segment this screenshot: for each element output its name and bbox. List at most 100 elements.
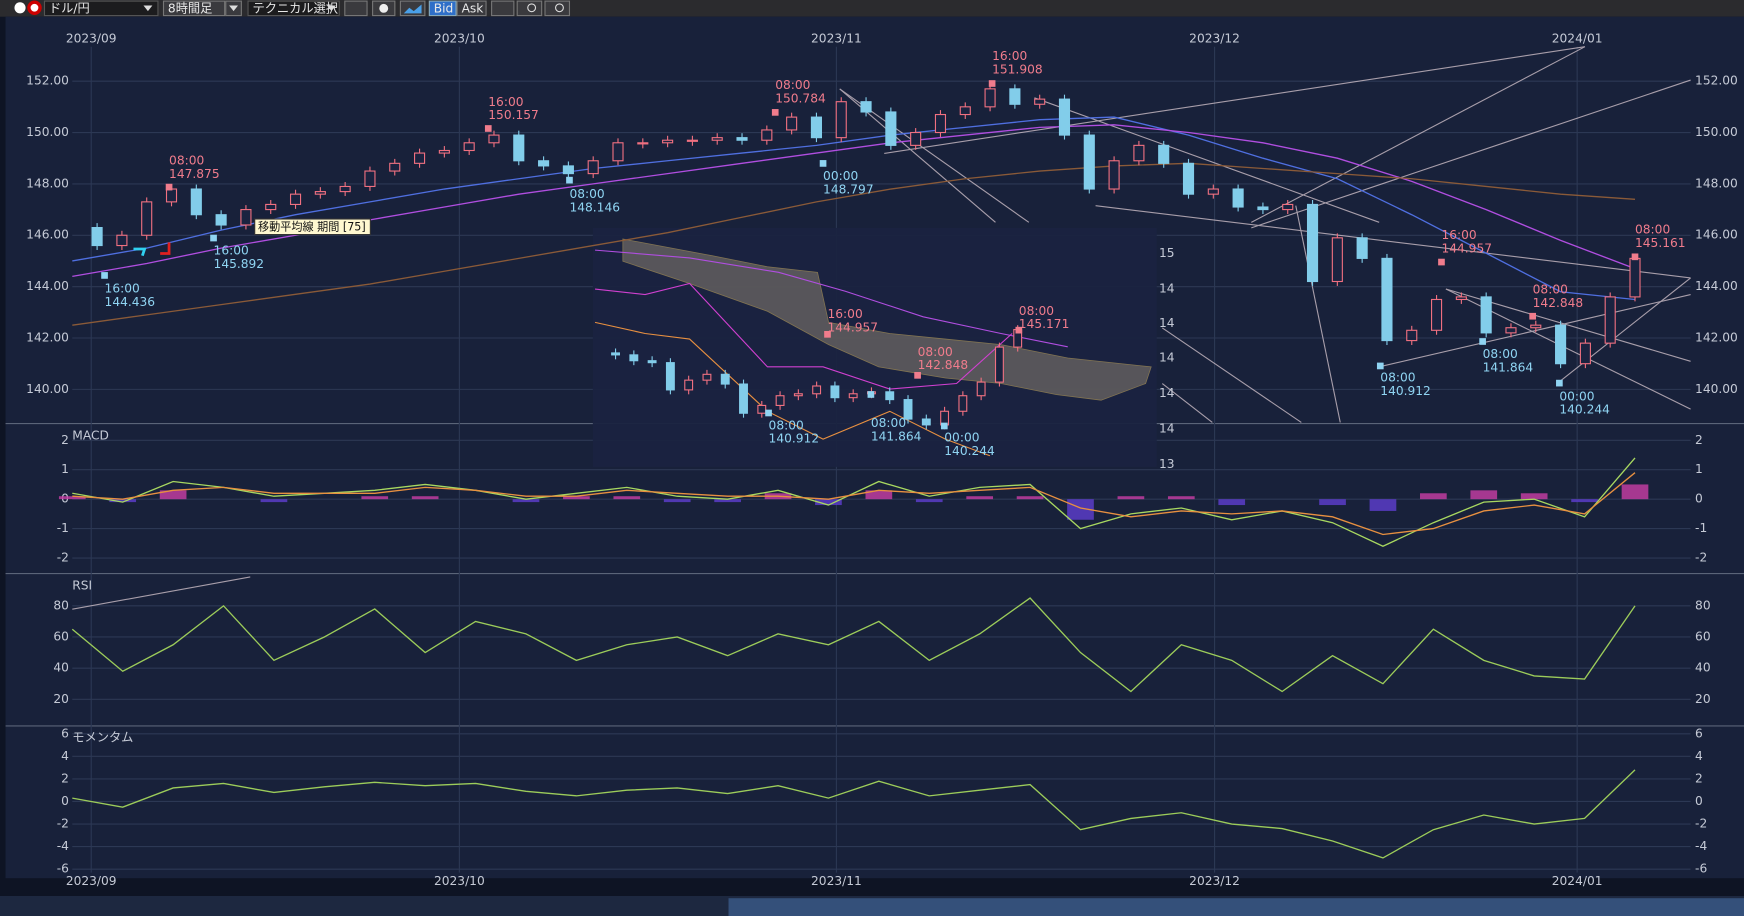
annotation-time: 08:00 [918,345,953,359]
candle [860,101,872,113]
annotation-time: 16:00 [214,244,249,258]
candle [1604,296,1616,344]
zoom-in[interactable] [544,0,571,17]
y-tick-label-right: 2 [1695,433,1703,447]
candle [265,203,277,211]
candle [215,214,227,226]
annotation-price: 150.784 [775,91,826,105]
annotation-price: 144.957 [828,320,879,334]
indicator-tool[interactable] [491,0,515,17]
ask-text[interactable]: Ask [462,1,485,15]
pair-text[interactable]: ドル/円 [49,1,90,15]
bid-text[interactable]: Bid [434,1,454,15]
annotation-price: 142.848 [1533,296,1584,310]
candle [637,142,649,145]
y-tick-label-left: 144.00 [26,279,69,293]
candle [1629,257,1641,298]
y-tick-label-left: 152.00 [26,74,69,88]
trend-line [1161,383,1213,423]
annotation-price: 151.908 [992,63,1043,77]
candle [711,137,723,141]
dropdown-arrow[interactable] [327,5,336,12]
pair-select[interactable] [43,0,159,17]
inset-axis-label: 13 [1159,457,1175,471]
y-tick-label-right: -6 [1695,862,1707,876]
annotation-price: 148.797 [823,183,874,197]
timeframe-text[interactable]: 8時間足 [168,1,212,15]
inset-line [594,282,1013,390]
annotation-price: 144.436 [105,295,156,309]
dropdown-arrow[interactable] [143,5,153,12]
signal-arrow [160,242,171,255]
candle [984,88,996,108]
candle [848,393,858,399]
series-layer [58,84,1649,859]
time-label-bottom: 2023/10 [434,874,485,888]
histogram-bar [663,499,691,503]
trend-line [1556,277,1691,384]
technical-select[interactable] [247,0,340,17]
ask-button[interactable] [456,0,487,17]
y-tick-label-left: 2 [61,771,69,785]
y-tick-label-right: -1 [1695,521,1707,535]
candle [91,226,103,247]
flag-icon [14,2,26,14]
candle [775,395,785,406]
y-tick-label-right: 80 [1695,598,1711,612]
y-tick-label-left: 40 [53,661,69,675]
candle [438,149,450,154]
candle [1009,88,1021,105]
candle [903,399,913,420]
timeframe-button[interactable] [162,0,226,17]
candle [414,152,426,164]
annotation-time: 08:00 [1635,223,1670,237]
annotation-time: 08:00 [871,416,906,430]
histogram-bar [1218,499,1246,506]
y-tick-label-left: -4 [57,839,69,853]
candle [141,201,153,236]
y-tick-label-left: 1 [61,462,69,476]
histogram-bar [815,499,842,506]
trend-line [1251,46,1586,223]
candle [1480,296,1492,334]
zoom-out[interactable] [516,0,543,17]
y-tick-label-left: -2 [57,551,69,565]
candle [1232,188,1244,208]
scroll-thumb[interactable] [728,898,1744,916]
time-label-top: 2023/11 [811,31,862,45]
candle [1058,98,1071,136]
histogram-bar [1621,484,1649,500]
y-tick-label-right: 150.00 [1695,125,1738,139]
time-label-top: 2024/01 [1552,31,1603,45]
candle [812,385,822,395]
info-icon [379,3,389,13]
bid-button[interactable] [428,0,457,17]
y-tick-label-left: 140.00 [26,382,69,396]
annotations: 1514141414141308:00147.87516:00144.43616… [101,49,1686,471]
y-tick-label-left: 6 [61,726,69,740]
trend-line [884,46,1586,154]
histogram-bar [58,496,86,500]
candle [314,191,326,195]
annotation-price: 140.912 [769,432,820,446]
extreme-marker [1556,379,1563,387]
candle [1381,257,1393,342]
extreme-marker [1015,326,1023,334]
draw-tool[interactable] [344,0,368,17]
time-label-bottom: 2023/09 [66,874,117,888]
annotation-price: 142.848 [918,358,969,372]
extreme-marker [988,80,996,87]
technical-text[interactable]: テクニカル選択 [252,1,338,15]
annotation-time: 00:00 [944,430,979,444]
time-label-top: 2023/12 [1189,31,1240,45]
candle [240,209,252,226]
annotation-price: 148.146 [569,200,620,214]
extreme-marker [484,125,492,132]
dropdown-arrow[interactable] [229,5,239,12]
tooltip-box [254,218,371,236]
annotation-time: 00:00 [823,169,858,183]
extreme-marker [165,183,173,191]
histogram-bar [512,499,540,503]
